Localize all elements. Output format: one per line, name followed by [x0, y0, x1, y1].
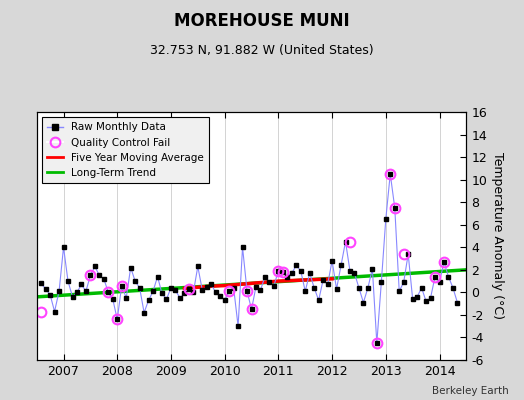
Y-axis label: Temperature Anomaly (°C): Temperature Anomaly (°C) [491, 152, 504, 320]
Text: MOREHOUSE MUNI: MOREHOUSE MUNI [174, 12, 350, 30]
Legend: Raw Monthly Data, Quality Control Fail, Five Year Moving Average, Long-Term Tren: Raw Monthly Data, Quality Control Fail, … [42, 117, 209, 183]
Text: 32.753 N, 91.882 W (United States): 32.753 N, 91.882 W (United States) [150, 44, 374, 57]
Text: Berkeley Earth: Berkeley Earth [432, 386, 508, 396]
